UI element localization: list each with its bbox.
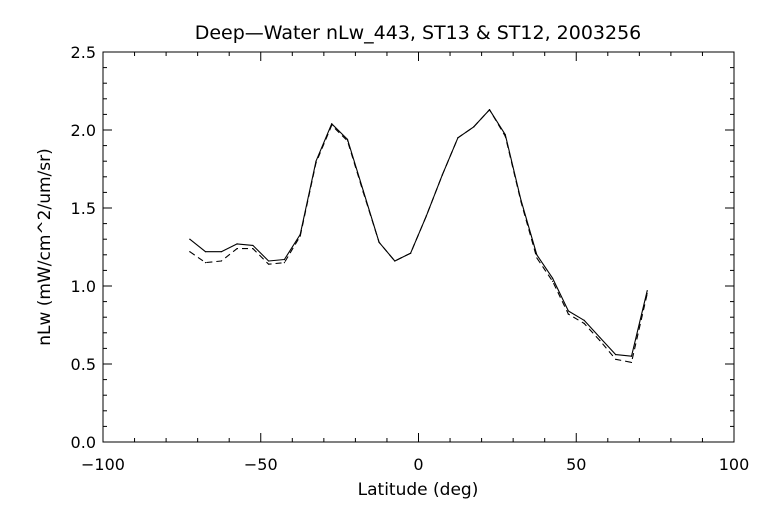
series-2-point	[410, 252, 412, 254]
series-2-line	[189, 109, 648, 363]
series-1-point	[630, 355, 633, 357]
series-1-point	[331, 123, 333, 125]
series-1-point	[599, 336, 601, 339]
series-2-point	[488, 109, 491, 111]
x-tick-label: −50	[244, 455, 278, 474]
x-axis-label: Latitude (deg)	[358, 480, 479, 500]
series-2-point	[583, 322, 585, 325]
series-2-point	[630, 361, 633, 364]
series-2-point	[236, 247, 238, 250]
series-2-point	[331, 124, 333, 126]
series-1-point	[220, 251, 222, 253]
series-2-point	[299, 235, 301, 237]
series-1-point	[236, 243, 238, 245]
major-ticks	[102, 51, 735, 443]
series-2-point	[252, 247, 254, 250]
y-tick-label: 1.0	[71, 277, 96, 296]
y-tick-label: 2.0	[71, 121, 96, 140]
series-1-line	[189, 109, 648, 357]
series-2-point	[504, 135, 506, 137]
series-1-point	[189, 238, 191, 240]
series-2-point	[457, 137, 459, 139]
series-2-point	[536, 257, 538, 259]
y-tick-label: 0.0	[71, 433, 96, 452]
series-1-point	[315, 160, 317, 162]
series-2-point	[315, 162, 317, 164]
tick-labels: −100 −50 0 50 100 0.0 0.5 1.0 1.5 2.0 2.5	[71, 43, 750, 474]
y-tick-label: 1.5	[71, 199, 96, 218]
chart-title: Deep—Water nLw_443, ST13 & ST12, 2003256	[195, 22, 642, 44]
series-2-point	[204, 262, 207, 264]
series-1-point	[536, 254, 538, 256]
series-1-point	[204, 251, 207, 253]
series-1-point	[583, 319, 585, 321]
series-layer	[189, 109, 648, 364]
series-2-point	[473, 126, 475, 128]
series-1-point	[268, 260, 270, 262]
y-tick-label: 2.5	[71, 43, 96, 62]
series-2-point	[362, 191, 364, 193]
series-2-point	[520, 201, 522, 203]
series-2-point	[567, 313, 569, 315]
series-1-point	[283, 258, 286, 261]
y-axis-label: nLw (mW/cm^2/um/sr)	[35, 148, 55, 346]
series-2-point	[283, 262, 286, 264]
series-2-point	[615, 358, 617, 360]
series-1-point	[252, 244, 254, 247]
series-1-point	[646, 290, 648, 292]
minor-ticks	[103, 52, 734, 442]
series-2-point	[268, 263, 270, 265]
series-1-point	[567, 310, 569, 312]
plot-frame	[102, 51, 735, 443]
y-tick-label: 0.5	[71, 355, 96, 374]
series-2-point	[220, 260, 222, 262]
x-tick-label: 100	[719, 455, 750, 474]
x-tick-label: 0	[413, 455, 423, 474]
series-2-point	[599, 340, 601, 342]
series-2-point	[646, 293, 648, 295]
series-2-point	[441, 174, 443, 176]
x-tick-label: 50	[566, 455, 586, 474]
series-2-point	[551, 280, 554, 282]
series-2-point	[378, 241, 380, 243]
series-1-point	[615, 354, 617, 356]
series-2-point	[346, 140, 349, 142]
series-1-point	[346, 138, 349, 140]
series-1-point	[551, 277, 554, 279]
series-2-point	[189, 251, 191, 253]
series-2-point	[425, 215, 427, 217]
series-2-point	[394, 260, 396, 262]
x-tick-label: −100	[81, 455, 125, 474]
